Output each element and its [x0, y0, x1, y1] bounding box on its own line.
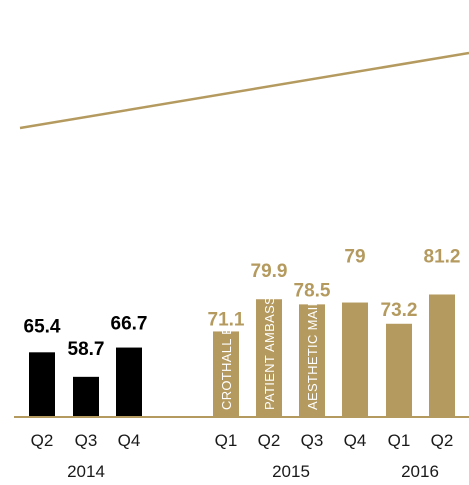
bar-annotation: AESTHETIC MAINTENANCE PROGRAM [305, 159, 320, 410]
quarter-tick-label: Q3 [301, 431, 324, 450]
quarter-tick-label: Q1 [215, 431, 238, 450]
value-label: 71.1 [208, 309, 245, 330]
year-label: 2014 [67, 462, 105, 481]
quarter-tick-label: Q2 [258, 431, 281, 450]
quarter-tick-label: Q2 [31, 431, 54, 450]
bar-q1-2015 [213, 331, 239, 416]
value-label: 58.7 [68, 339, 105, 360]
bar-annotation: PATIENT AMBASSADOR [262, 257, 277, 410]
bar-q3-2015 [299, 304, 325, 416]
value-label: 81.2 [424, 246, 461, 267]
value-label: 73.2 [381, 300, 418, 321]
bar-q1-2016 [386, 323, 412, 416]
quarter-tick-label: Q1 [388, 431, 411, 450]
trend-line [19, 51, 469, 130]
bar-q4-2015 [342, 302, 368, 416]
year-label: 2015 [272, 462, 310, 481]
value-label: 79.9 [251, 261, 288, 282]
year-label: 2016 [401, 462, 439, 481]
bar-q2-2014 [29, 352, 55, 416]
quarter-tick-label: Q2 [431, 431, 454, 450]
bar-q4-2014 [116, 347, 142, 416]
value-label: 78.5 [294, 280, 331, 301]
value-label: 66.7 [111, 314, 148, 335]
bar-q3-2014 [73, 376, 99, 416]
quarter-tick-label: Q4 [118, 431, 141, 450]
bar-q2-2016 [429, 294, 455, 416]
quarter-tick-label: Q3 [75, 431, 98, 450]
bar-q2-2015 [256, 299, 282, 416]
quarter-tick-label: Q4 [344, 431, 367, 450]
value-label: 65.4 [24, 316, 61, 337]
bar-annotation: CROTHALL E2 [219, 318, 234, 410]
value-label: 79 [344, 247, 365, 268]
